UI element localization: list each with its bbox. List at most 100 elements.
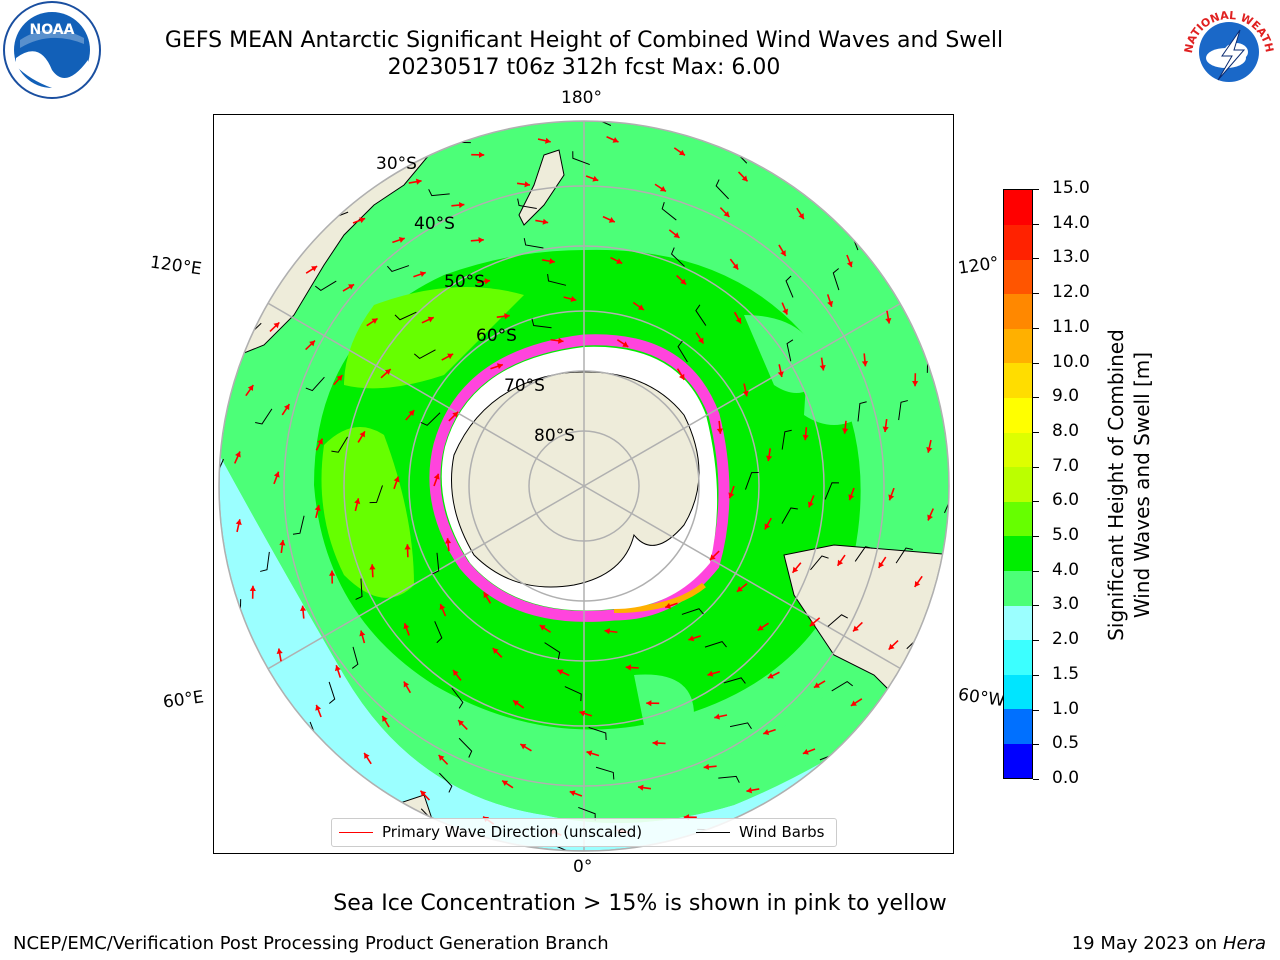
colorbar-tick-label: 1.0: [1052, 698, 1080, 719]
wave-arrow-head: [403, 623, 410, 630]
wave-arrow-head: [807, 501, 814, 508]
wave-arrow-head: [359, 630, 366, 637]
wave-arrow-head: [678, 373, 685, 380]
colorbar-tick-label: 6.0: [1052, 490, 1080, 511]
footer-machine: Hera: [1222, 933, 1266, 954]
wave-arrow-head: [819, 364, 826, 371]
wave-arrow-head: [853, 625, 859, 632]
lat-label-50s: 50°S: [444, 272, 485, 292]
wind-barb: [260, 551, 270, 572]
wind-barb: [744, 471, 759, 490]
wave-arrow-head: [273, 322, 280, 329]
lon-label-0: 0°: [573, 857, 593, 877]
wave-arrow-head: [415, 178, 422, 185]
wave-arrow-head: [746, 787, 753, 794]
colorbar-tick-label: 11.0: [1052, 316, 1090, 337]
wave-arrow-head: [520, 744, 527, 750]
wave-arrow-head: [673, 232, 680, 238]
wave-arrow-head: [882, 426, 889, 432]
wave-arrow-head: [888, 494, 895, 501]
wave-arrow-head: [579, 710, 586, 717]
wave-arrow-head: [235, 519, 242, 525]
wave-arrow-head: [763, 729, 770, 736]
wind-barb: [517, 198, 537, 209]
colorbar-tick: [1033, 223, 1039, 225]
wind-barb: [895, 547, 913, 564]
wave-arrow-head: [504, 313, 510, 320]
wave-arrow-head: [707, 670, 714, 677]
wave-arrow-head: [616, 258, 623, 264]
wave-arrow-head: [539, 625, 546, 631]
wave-arrow-head: [827, 300, 834, 307]
wave-arrow-head: [309, 340, 315, 347]
wave-arrow-head: [384, 369, 391, 375]
map-legend: Primary Wave Direction (unscaled) Wind B…: [331, 818, 837, 847]
wave-arrow-head: [622, 341, 629, 347]
wind-barb: [420, 412, 441, 426]
colorbar-segment: [1004, 224, 1032, 260]
wave-arrow-head: [638, 784, 644, 791]
wind-barb: [944, 495, 949, 514]
colorbar-segment: [1004, 362, 1032, 399]
wave-arrow-head: [802, 434, 809, 441]
wind-barb: [595, 766, 615, 780]
wind-barb: [854, 546, 873, 562]
wave-arrow-head: [732, 263, 739, 270]
lon-label-120e: 120°E: [148, 252, 203, 280]
colorbar-tick: [1033, 605, 1039, 607]
wave-arrow-head: [502, 780, 509, 787]
wave-arrow-head: [757, 624, 764, 631]
wave-arrow-head: [311, 266, 318, 272]
wave-arrow-head: [569, 790, 576, 797]
wind-barb: [314, 280, 337, 291]
wave-arrow-head: [678, 149, 685, 156]
wave-arrow-head: [646, 700, 652, 707]
colorbar-segment: [1004, 397, 1032, 433]
wave-arrow-head: [927, 514, 933, 521]
colorbar-segment: [1004, 743, 1032, 779]
wave-arrow-head: [809, 620, 816, 627]
footer-date: 19 May 2023 on Hera: [1072, 933, 1266, 954]
wind-barb: [458, 737, 473, 758]
colorbar-tick: [1033, 640, 1039, 642]
colorbar-segment: [1004, 674, 1032, 710]
wave-arrow-head: [680, 278, 687, 285]
wind-barb: [786, 339, 794, 362]
wave-arrow-head: [912, 381, 919, 387]
colorbar-segment: [1004, 259, 1032, 295]
wave-arrow-head: [513, 700, 520, 706]
wind-barb: [832, 268, 840, 291]
wind-barb: [544, 642, 561, 660]
colorbar-title-line1: Significant Height of Combined: [1104, 329, 1128, 641]
wave-arrow-head: [813, 682, 820, 688]
colorbar-tick-label: 0.5: [1052, 733, 1080, 754]
wind-barb: [439, 772, 453, 793]
wind-barb: [305, 376, 325, 392]
wind-barb: [387, 265, 410, 273]
wind-barb: [572, 151, 590, 166]
wave-arrow-head: [782, 308, 789, 315]
wave-arrow-head: [453, 670, 459, 676]
wave-arrow-head: [842, 428, 849, 434]
wave-arrow-head: [837, 559, 844, 566]
wind-barb: [428, 189, 450, 197]
colorbar-tick: [1033, 536, 1039, 538]
wave-arrow-head: [364, 752, 370, 759]
wind-barb: [729, 722, 752, 730]
colorbar-tick-label: 5.0: [1052, 525, 1080, 546]
wave-arrow-head: [314, 505, 321, 511]
wave-arrow-head: [398, 236, 405, 243]
wave-arrow-head: [549, 258, 555, 265]
wave-arrow-head: [557, 669, 564, 675]
wave-arrow-head: [885, 317, 892, 324]
wave-arrow-head: [439, 604, 446, 611]
wind-barb: [394, 311, 417, 321]
wave-arrow-head: [359, 217, 366, 224]
wave-arrow-head: [452, 411, 459, 418]
wave-arrow-head: [524, 181, 530, 188]
lon-label-180: 180°: [561, 88, 602, 108]
colorbar-tick: [1033, 570, 1039, 572]
colorbar-segment: [1004, 570, 1032, 606]
wave-arrow-head: [846, 261, 853, 268]
wind-barb: [255, 408, 273, 425]
